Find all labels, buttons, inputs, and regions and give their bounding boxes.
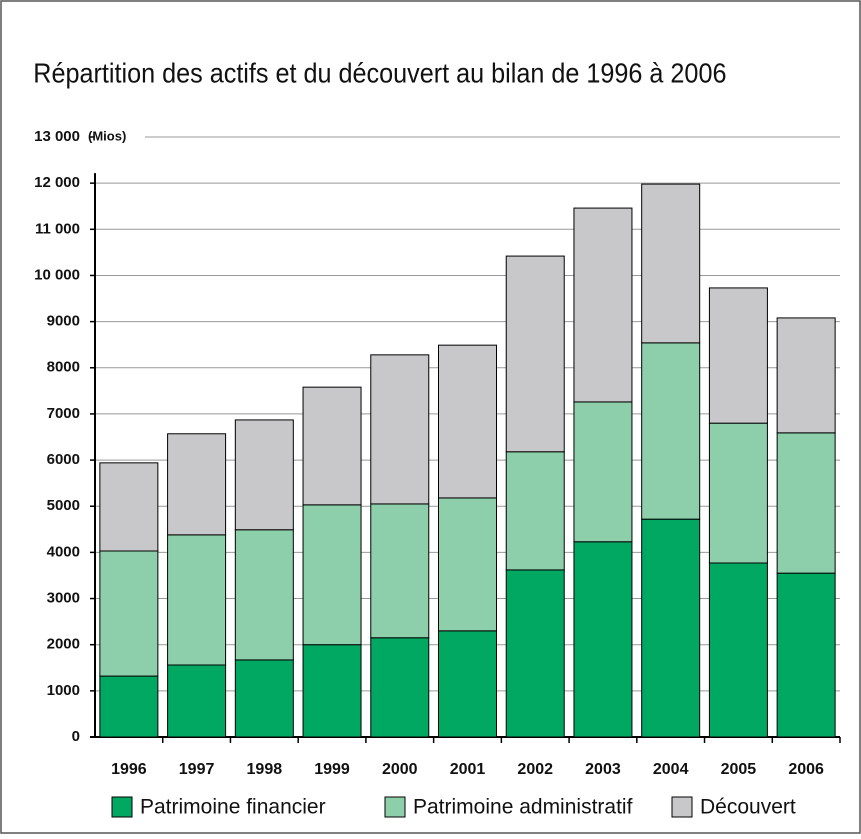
x-tick-label: 1999 (314, 761, 350, 778)
bar-segment (370, 503, 430, 639)
bar-segment (641, 518, 701, 738)
x-tick-label: 2005 (721, 761, 757, 778)
bar-segment (370, 637, 430, 738)
y-tick-label: 1000 (47, 682, 80, 699)
bar-segment (234, 659, 294, 738)
bar-segment (505, 569, 565, 738)
legend-label: Patrimoine financier (140, 796, 326, 819)
legend-swatch (384, 796, 406, 818)
x-tick-label: 2001 (450, 761, 486, 778)
bar-segment (708, 422, 768, 564)
bar-segment (573, 401, 633, 543)
x-tick-label: 1998 (247, 761, 283, 778)
bar-segment (167, 433, 227, 536)
bar-segment (99, 675, 159, 738)
bar-segment (708, 562, 768, 738)
x-tick-label: 2002 (517, 761, 553, 778)
bar-segment (234, 419, 294, 531)
bar-segment (234, 529, 294, 661)
y-tick-label: 7000 (47, 405, 80, 422)
bar-segment (99, 550, 159, 677)
bar-segment (167, 664, 227, 738)
y-tick-label: 3000 (47, 590, 80, 607)
y-tick-label: 13 000 (34, 128, 80, 145)
y-tick-label: 5000 (47, 497, 80, 514)
bar-segment (370, 354, 430, 505)
bar-segment (708, 287, 768, 424)
y-tick-label: 9000 (47, 313, 80, 330)
bar-segment (641, 342, 701, 520)
legend-label: Découvert (700, 796, 796, 819)
bar-segment (167, 534, 227, 666)
bar-segment (641, 183, 701, 344)
y-tick-label: 6000 (47, 451, 80, 468)
y-tick-label: 2000 (47, 636, 80, 653)
bar-segment (573, 541, 633, 738)
chart-title: Répartition des actifs et du découvert a… (33, 57, 726, 89)
legend-swatch (111, 796, 133, 818)
x-tick-label: 2006 (788, 761, 824, 778)
x-tick-label: 1997 (179, 761, 215, 778)
bar-segment (438, 497, 497, 632)
x-tick-label: 2004 (653, 761, 689, 778)
y-tick-label: 4000 (47, 543, 80, 560)
bar-segment (776, 432, 836, 574)
legend-label: Patrimoine administratif (413, 796, 633, 819)
legend-swatch (671, 796, 693, 818)
bar-segment (302, 504, 362, 646)
y-tick-label: 8000 (47, 359, 80, 376)
bar-segment (776, 572, 836, 738)
x-tick-label: 2000 (382, 761, 418, 778)
bar-segment (99, 462, 159, 552)
bar-segment (573, 207, 633, 403)
x-tick-label: 1996 (111, 761, 147, 778)
bar-segment (438, 630, 497, 738)
bar-segment (302, 386, 362, 506)
y-tick-label: 10 000 (34, 266, 80, 283)
y-tick-label: 0 (72, 728, 80, 745)
y-tick-label: 12 000 (34, 174, 80, 191)
bar-segment (776, 317, 836, 434)
annotation: (Mios) (88, 128, 126, 143)
bar-segment (505, 255, 565, 453)
bar-segment (505, 451, 565, 571)
bar-segment (438, 344, 497, 499)
bar-segment (302, 644, 362, 738)
x-tick-label: 2003 (585, 761, 621, 778)
y-tick-label: 11 000 (35, 220, 80, 237)
